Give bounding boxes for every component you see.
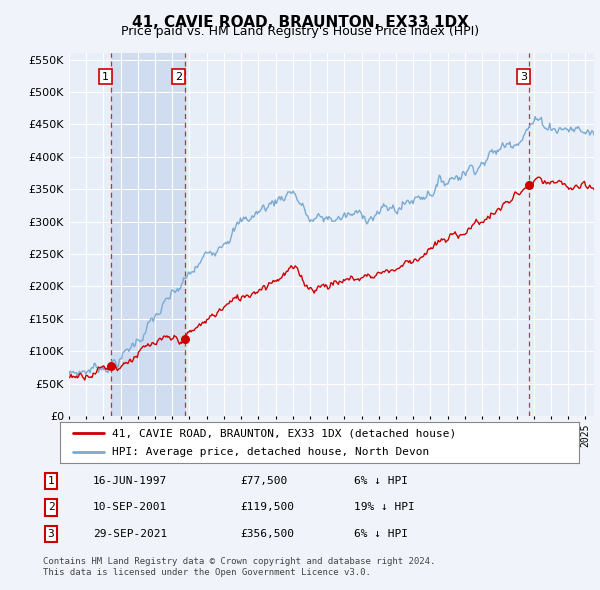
Text: 16-JUN-1997: 16-JUN-1997 bbox=[93, 476, 167, 486]
Text: HPI: Average price, detached house, North Devon: HPI: Average price, detached house, Nort… bbox=[112, 447, 429, 457]
Text: 2: 2 bbox=[175, 72, 182, 81]
Text: Contains HM Land Registry data © Crown copyright and database right 2024.: Contains HM Land Registry data © Crown c… bbox=[43, 558, 436, 566]
Text: 29-SEP-2021: 29-SEP-2021 bbox=[93, 529, 167, 539]
Text: 19% ↓ HPI: 19% ↓ HPI bbox=[354, 503, 415, 512]
Text: 6% ↓ HPI: 6% ↓ HPI bbox=[354, 476, 408, 486]
Text: £119,500: £119,500 bbox=[240, 503, 294, 512]
Text: 3: 3 bbox=[47, 529, 55, 539]
Text: 41, CAVIE ROAD, BRAUNTON, EX33 1DX: 41, CAVIE ROAD, BRAUNTON, EX33 1DX bbox=[131, 15, 469, 30]
Text: 6% ↓ HPI: 6% ↓ HPI bbox=[354, 529, 408, 539]
Text: 1: 1 bbox=[102, 72, 109, 81]
Text: 10-SEP-2001: 10-SEP-2001 bbox=[93, 503, 167, 512]
Text: 2: 2 bbox=[47, 503, 55, 512]
Bar bbox=[112, 53, 185, 416]
Text: 41, CAVIE ROAD, BRAUNTON, EX33 1DX (detached house): 41, CAVIE ROAD, BRAUNTON, EX33 1DX (deta… bbox=[112, 428, 456, 438]
Text: Price paid vs. HM Land Registry's House Price Index (HPI): Price paid vs. HM Land Registry's House … bbox=[121, 25, 479, 38]
Text: £77,500: £77,500 bbox=[240, 476, 287, 486]
Text: 1: 1 bbox=[47, 476, 55, 486]
Text: 3: 3 bbox=[520, 72, 527, 81]
Text: This data is licensed under the Open Government Licence v3.0.: This data is licensed under the Open Gov… bbox=[43, 568, 371, 577]
Text: £356,500: £356,500 bbox=[240, 529, 294, 539]
